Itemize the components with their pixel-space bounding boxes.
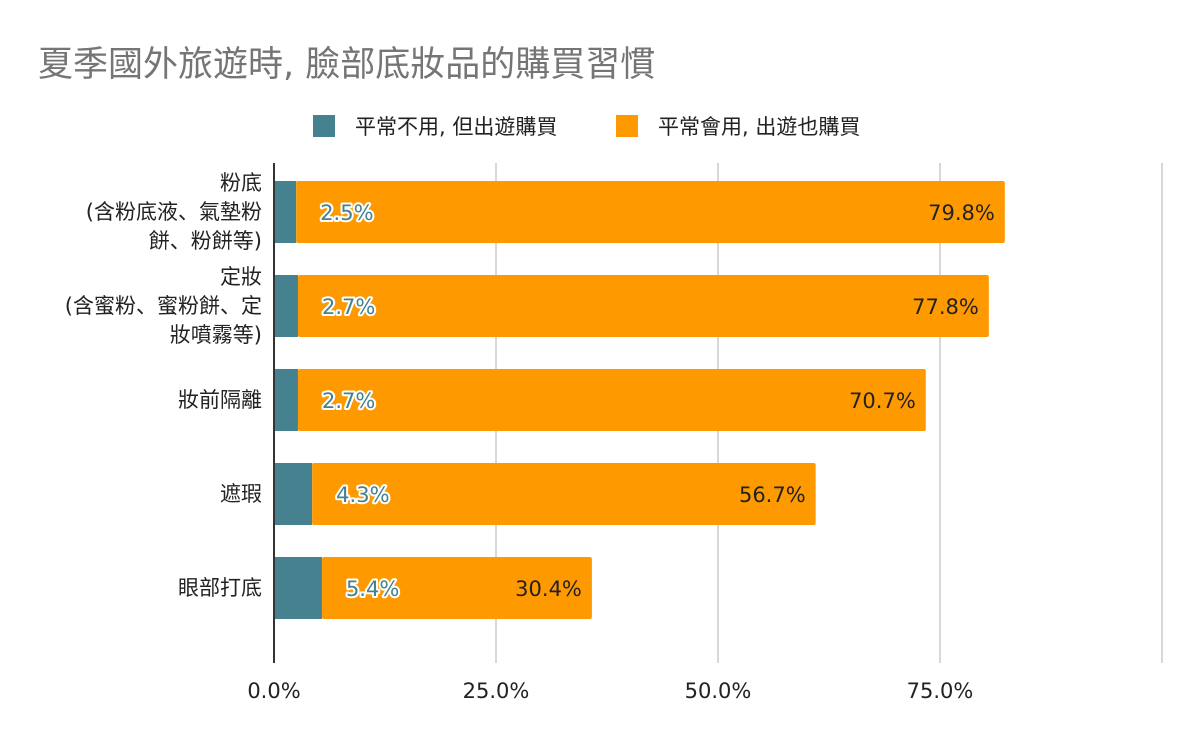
category-label-line: (含粉底液、氣墊粉: [85, 199, 262, 224]
bar-0-3: [274, 463, 313, 525]
data-label-unused-0: 2.5%: [320, 201, 373, 225]
legend-item-used-bought: 平常會用, 出遊也購買: [616, 108, 860, 144]
data-label-used-3: 56.7%: [739, 483, 806, 507]
x-tick-label-3: 75.0%: [906, 679, 974, 703]
category-label-4: 眼部打底: [178, 574, 262, 603]
x-tick-label-0: 0.0%: [247, 679, 301, 703]
bar-0-1: [274, 275, 298, 337]
category-label-line: (含蜜粉、蜜粉餅、定: [64, 293, 262, 318]
bar-1-2: [297, 369, 926, 431]
bar-0-2: [274, 369, 298, 431]
x-tick-label-1: 25.0%: [462, 679, 530, 703]
data-label-used-1: 77.8%: [912, 295, 979, 319]
bar-1-3: [312, 463, 816, 525]
category-label-1: 定妝 (含蜜粉、蜜粉餅、定妝噴霧等): [65, 263, 262, 350]
category-label-line: 粉底: [220, 170, 262, 195]
category-label-0: 粉底 (含粉底液、氣墊粉餅、粉餅等): [86, 169, 262, 256]
bar-0-0: [274, 181, 297, 243]
legend-item-unused-bought: 平常不用, 但出遊購買: [313, 108, 557, 144]
legend-swatch-unused-bought: [313, 115, 335, 137]
category-label-line: 餅、粉餅等): [148, 228, 262, 253]
chart-title: 夏季國外旅遊時, 臉部底妝品的購買習慣: [38, 45, 656, 85]
data-label-unused-1: 2.7%: [322, 295, 375, 319]
category-label-2: 妝前隔離: [178, 386, 262, 415]
data-label-used-0: 79.8%: [928, 201, 995, 225]
legend: 平常不用, 但出遊購買 平常會用, 出遊也購買: [0, 108, 1200, 144]
x-tick-label-2: 50.0%: [684, 679, 752, 703]
bar-0-4: [274, 557, 322, 619]
data-label-unused-4: 5.4%: [346, 577, 399, 601]
data-label-unused-3: 4.3%: [336, 483, 389, 507]
data-label-used-4: 30.4%: [515, 577, 582, 601]
bar-1-1: [297, 275, 989, 337]
category-label-3: 遮瑕: [220, 480, 262, 509]
data-label-unused-2: 2.7%: [322, 389, 375, 413]
legend-swatch-used-bought: [616, 115, 638, 137]
category-label-line: 妝噴霧等): [169, 322, 262, 347]
category-label-line: 妝前隔離: [178, 387, 262, 412]
category-label-line: 眼部打底: [178, 575, 262, 600]
bar-1-4: [321, 557, 592, 619]
category-label-line: 定妝: [220, 264, 262, 289]
category-label-line: 遮瑕: [220, 481, 262, 506]
bar-1-0: [296, 181, 1005, 243]
legend-label-used-bought: 平常會用, 出遊也購買: [658, 115, 861, 139]
legend-label-unused-bought: 平常不用, 但出遊購買: [355, 115, 558, 139]
data-label-used-2: 70.7%: [849, 389, 916, 413]
